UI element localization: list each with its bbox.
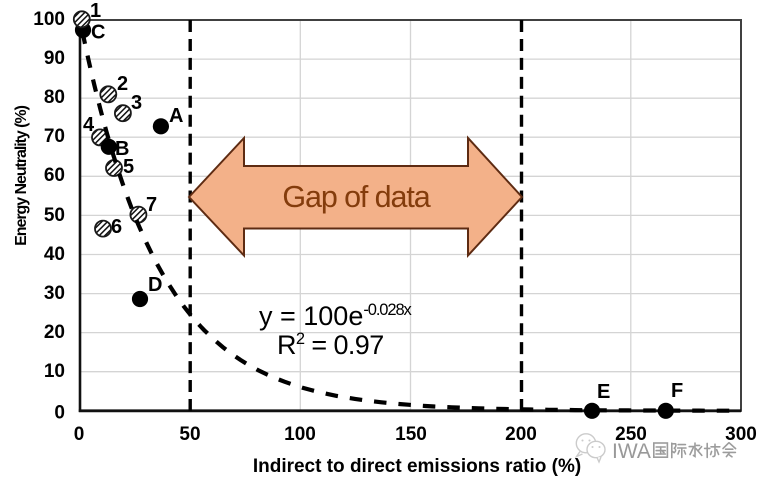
svg-text:70: 70	[44, 126, 65, 147]
svg-text:100: 100	[33, 9, 65, 30]
svg-text:E: E	[597, 381, 610, 403]
svg-text:30: 30	[44, 283, 65, 304]
svg-text:150: 150	[395, 424, 427, 445]
svg-text:Energy Neutrality (%): Energy Neutrality (%)	[13, 105, 30, 245]
svg-text:A: A	[169, 105, 183, 127]
svg-text:IWA: IWA	[612, 440, 651, 463]
svg-text:Indirect to direct emissions r: Indirect to direct emissions ratio (%)	[253, 456, 581, 477]
svg-text:10: 10	[44, 361, 65, 382]
svg-text:50: 50	[179, 424, 200, 445]
svg-text:200: 200	[505, 424, 537, 445]
svg-text:6: 6	[111, 216, 122, 238]
svg-text:1: 1	[90, 0, 101, 22]
svg-text:B: B	[115, 138, 129, 160]
svg-text:F: F	[671, 380, 683, 402]
svg-text:4: 4	[83, 114, 95, 136]
svg-text:80: 80	[44, 87, 65, 108]
svg-text:5: 5	[123, 156, 134, 178]
svg-text:50: 50	[44, 205, 65, 226]
svg-text:C: C	[91, 22, 105, 44]
svg-text:40: 40	[44, 244, 65, 265]
svg-text:0: 0	[74, 424, 85, 445]
svg-text:R2 = 0.97: R2 = 0.97	[277, 330, 384, 360]
svg-text:2: 2	[117, 73, 128, 95]
svg-text:20: 20	[44, 322, 65, 343]
svg-text:D: D	[148, 274, 162, 296]
svg-text:0: 0	[54, 403, 65, 424]
svg-text:250: 250	[615, 424, 647, 445]
svg-text:Gap of data: Gap of data	[282, 180, 430, 214]
svg-text:7: 7	[146, 194, 157, 216]
svg-text:100: 100	[284, 424, 316, 445]
svg-text:3: 3	[131, 92, 142, 114]
svg-text:90: 90	[44, 48, 65, 69]
svg-text:60: 60	[44, 165, 65, 186]
svg-text:300: 300	[725, 424, 757, 445]
